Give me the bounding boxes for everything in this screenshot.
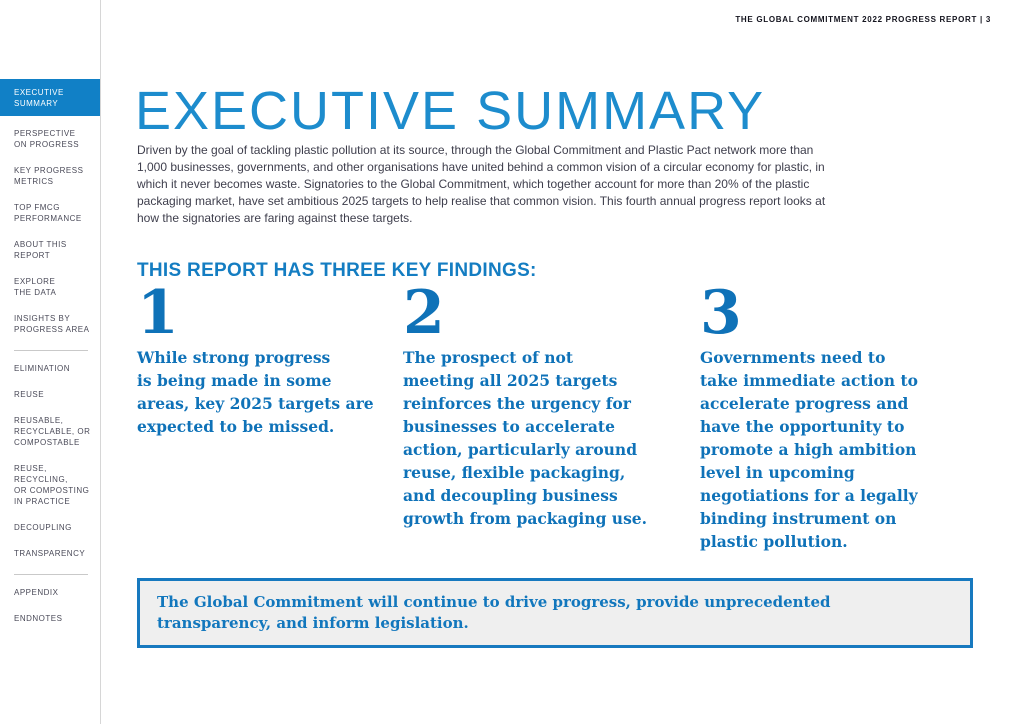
finding-1: 1 While strong progress is being made in … [137, 278, 403, 553]
sidebar-item-perspective-on-progress[interactable]: PERSPECTIVE ON PROGRESS [14, 129, 80, 149]
page-title: EXECUTIVE SUMMARY [135, 81, 766, 142]
finding-2: 2 The prospect of not meeting all 2025 ta… [403, 278, 700, 553]
sidebar-item-decoupling[interactable]: DECOUPLING [14, 523, 72, 532]
sidebar-item-reuse-recycling-or-composting-in-practice[interactable]: REUSE, RECYCLING, OR COMPOSTING IN PRACT… [14, 464, 90, 506]
finding-text: While strong progress is being made in s… [137, 348, 374, 436]
sidebar-item-endnotes[interactable]: ENDNOTES [14, 614, 63, 623]
finding-text: The prospect of not meeting all 2025 tar… [403, 348, 648, 528]
sidebar-item-executive-summary[interactable]: EXECUTIVE SUMMARY [0, 79, 100, 116]
sidebar-item-appendix[interactable]: APPENDIX [14, 588, 59, 597]
callout-text: The Global Commitment will continue to d… [157, 593, 831, 632]
sidebar-item-reuse[interactable]: REUSE [14, 390, 45, 399]
sidebar-item-key-progress-metrics[interactable]: KEY PROGRESS METRICS [14, 166, 84, 186]
page-header-text: THE GLOBAL COMMITMENT 2022 PROGRESS REPO… [735, 15, 991, 24]
sidebar-item-insights-by-progress-area[interactable]: INSIGHTS BY PROGRESS AREA [14, 314, 90, 334]
finding-number: 3 [700, 278, 742, 348]
sidebar-item-top-fmcg-performance[interactable]: TOP FMCG PERFORMANCE [14, 203, 82, 223]
callout-box: The Global Commitment will continue to d… [137, 578, 973, 648]
finding-text: Governments need to take immediate actio… [700, 348, 918, 551]
findings-row: 1 While strong progress is being made in … [137, 278, 973, 553]
sidebar-item-explore-the-data[interactable]: EXPLORE THE DATA [14, 277, 57, 297]
finding-number: 2 [403, 278, 445, 348]
finding-3: 3 Governments need to take immediate acti… [700, 278, 973, 553]
finding-number: 1 [137, 278, 179, 348]
sidebar-item-about-this-report[interactable]: ABOUT THIS REPORT [14, 240, 67, 260]
sidebar-item-reusable-recyclable-or-compostable[interactable]: REUSABLE, RECYCLABLE, OR COMPOSTABLE [14, 416, 91, 447]
sidebar-divider [14, 574, 88, 575]
sidebar-divider [14, 350, 88, 351]
sidebar-nav: EXECUTIVE SUMMARY PERSPECTIVE ON PROGRESS… [0, 0, 101, 724]
sidebar-item-transparency[interactable]: TRANSPARENCY [14, 549, 86, 558]
sidebar-item-elimination[interactable]: ELIMINATION [14, 364, 71, 373]
intro-paragraph: Driven by the goal of tackling plastic p… [137, 143, 826, 225]
findings-heading: THIS REPORT HAS THREE KEY FINDINGS: [137, 259, 537, 281]
